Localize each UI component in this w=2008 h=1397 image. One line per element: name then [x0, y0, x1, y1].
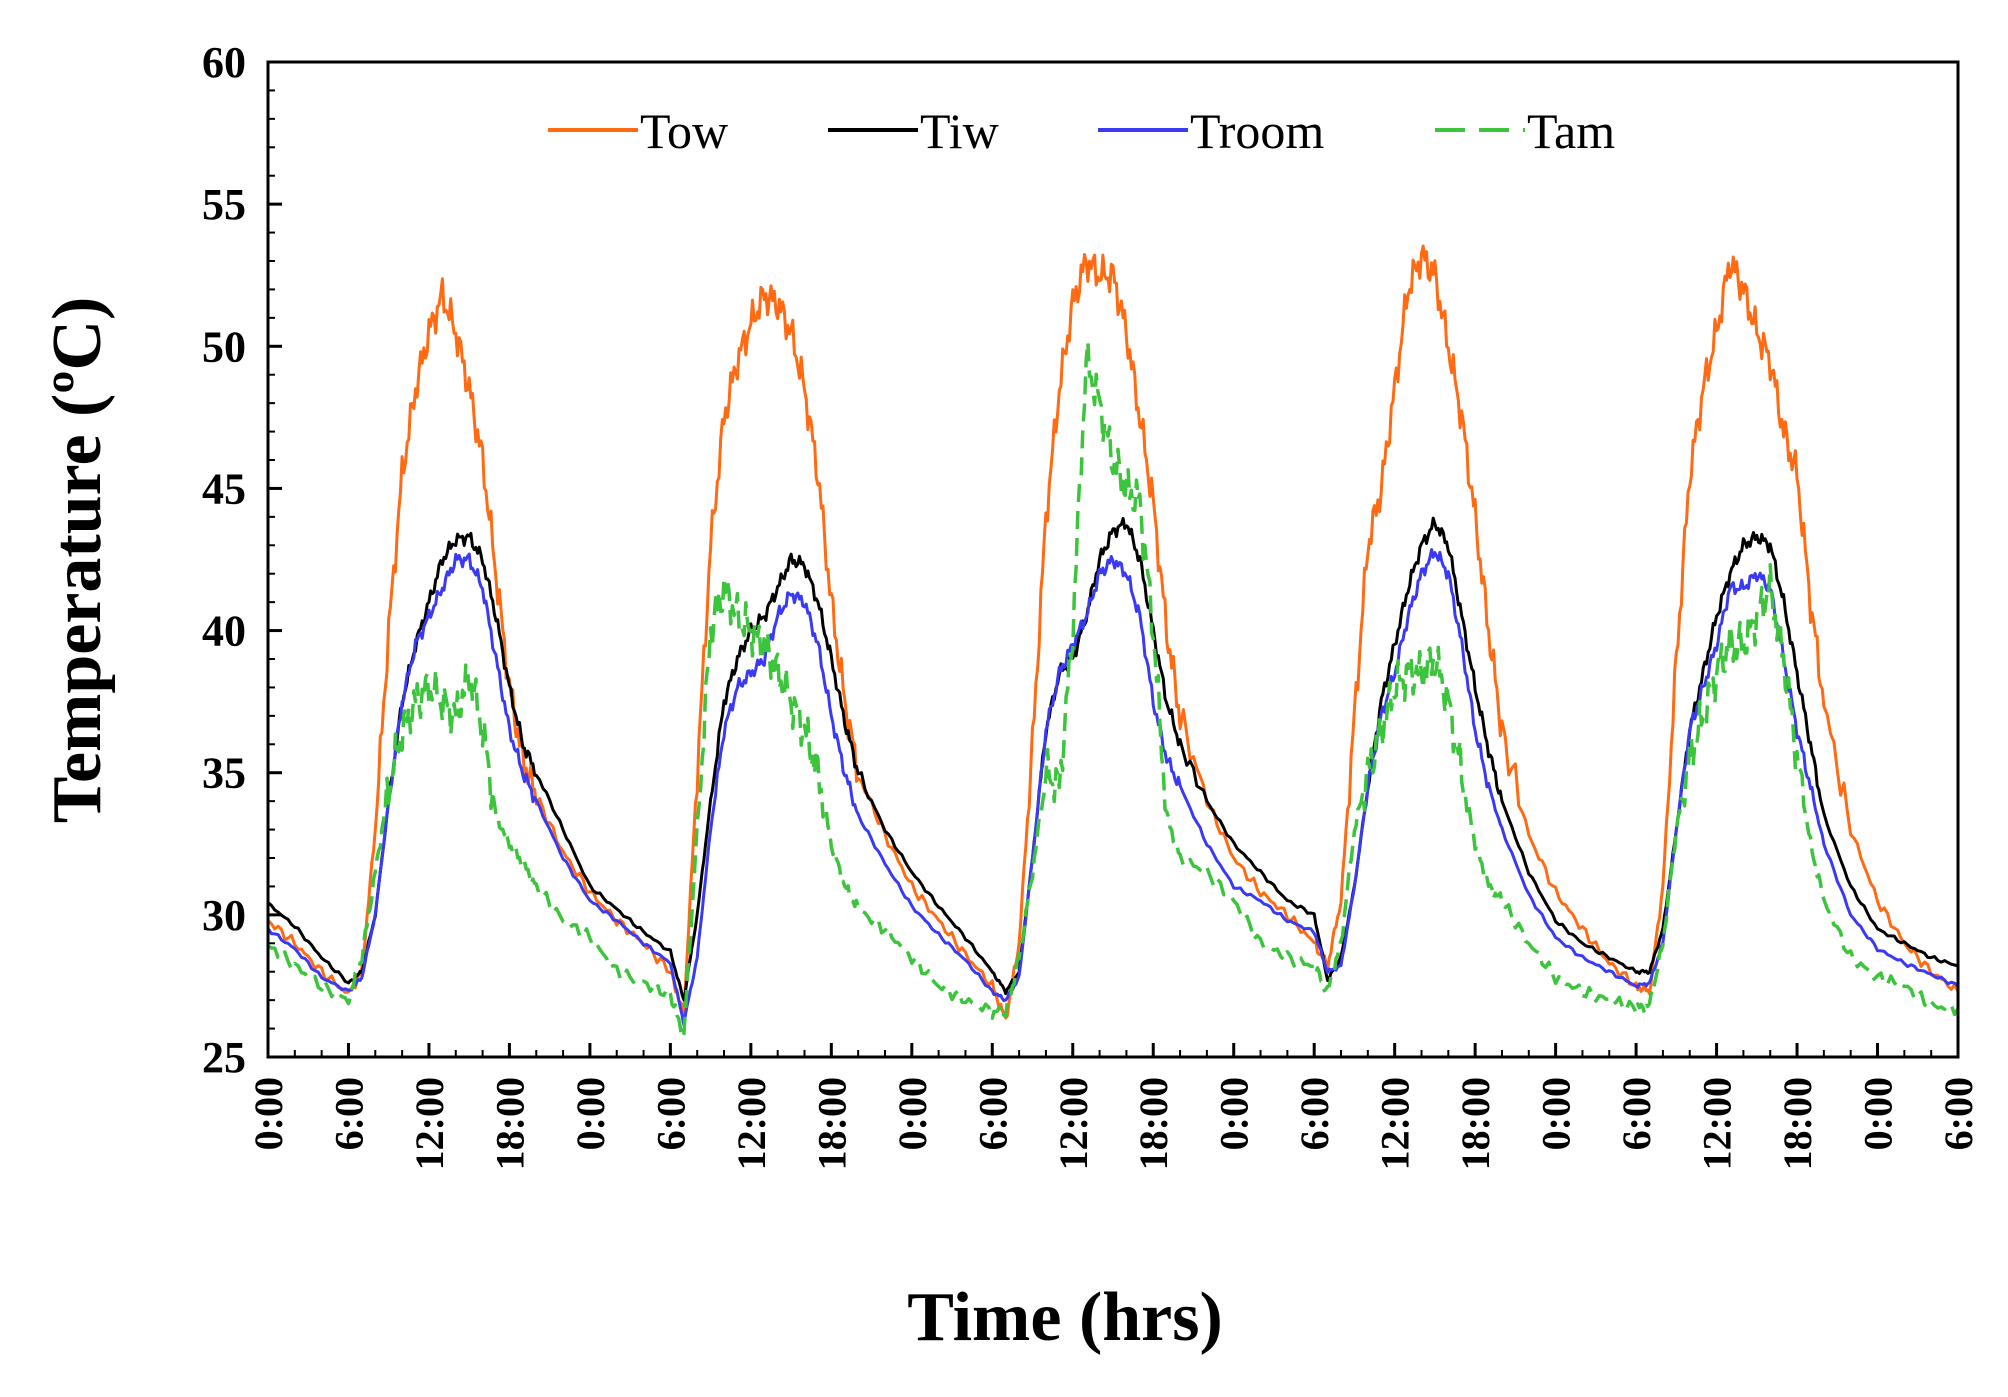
legend-label-tam: Tam — [1527, 103, 1615, 159]
x-tick-label: 0:00 — [1212, 1077, 1257, 1150]
x-tick-label: 6:00 — [1614, 1077, 1659, 1150]
legend-label-tow: Tow — [640, 103, 728, 159]
x-tick-label: 12:00 — [1051, 1077, 1096, 1170]
x-tick-label: 12:00 — [1373, 1077, 1418, 1170]
x-tick-label: 6:00 — [648, 1077, 693, 1150]
x-tick-label: 6:00 — [1936, 1077, 1981, 1150]
x-tick-label: 18:00 — [487, 1077, 532, 1170]
y-axis-title: Temperature (ºC) — [39, 297, 116, 824]
x-tick-label: 6:00 — [1292, 1077, 1337, 1150]
x-tick-label: 0:00 — [1856, 1077, 1901, 1150]
x-axis-title: Time (hrs) — [907, 1279, 1223, 1356]
x-tick-label: 0:00 — [568, 1077, 613, 1150]
series-line-tow — [266, 244, 1960, 1020]
x-tick-label: 12:00 — [729, 1077, 774, 1170]
plot-lines — [266, 244, 1960, 1040]
series-line-troom — [266, 548, 1959, 1027]
x-tick-label: 18:00 — [1775, 1077, 1820, 1170]
y-tick-label: 50 — [202, 322, 246, 371]
y-tick-label: 45 — [202, 464, 246, 513]
y-tick-label: 35 — [202, 749, 246, 798]
y-axis: 25 30 35 40 45 50 55 60 — [202, 38, 282, 1082]
x-tick-label: 0:00 — [890, 1077, 935, 1150]
x-tick-label: 6:00 — [326, 1077, 371, 1150]
x-tick-label: 18:00 — [1131, 1077, 1176, 1170]
x-axis: 0:00 6:00 12:00 18:00 0:00 6:00 12:00 18:00 0:00… — [246, 1043, 1981, 1170]
legend: Tow Tiw Troom Tam — [548, 103, 1615, 159]
x-tick-label: 0:00 — [1534, 1077, 1579, 1150]
y-tick-label: 60 — [202, 38, 246, 87]
series-line-tam — [267, 340, 1960, 1040]
x-tick-label: 0:00 — [246, 1077, 291, 1150]
legend-label-troom: Troom — [1190, 103, 1324, 159]
y-tick-label: 25 — [202, 1033, 246, 1082]
x-tick-label: 18:00 — [1453, 1077, 1498, 1170]
series-line-tiw — [267, 516, 1959, 1002]
x-tick-label: 12:00 — [407, 1077, 452, 1170]
x-tick-label: 12:00 — [1695, 1077, 1740, 1170]
plot-frame — [266, 60, 1960, 1059]
y-tick-label: 30 — [202, 891, 246, 940]
y-tick-label: 55 — [202, 180, 246, 229]
x-tick-label: 6:00 — [970, 1077, 1015, 1150]
legend-label-tiw: Tiw — [920, 103, 999, 159]
y-tick-label: 40 — [202, 607, 246, 656]
x-tick-label: 18:00 — [809, 1077, 854, 1170]
